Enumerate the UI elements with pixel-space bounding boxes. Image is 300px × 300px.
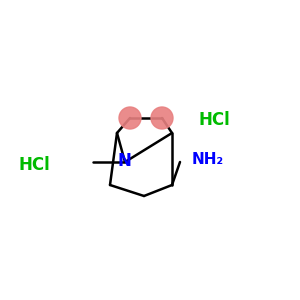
Text: NH₂: NH₂ xyxy=(192,152,224,167)
Text: HCl: HCl xyxy=(18,156,50,174)
Text: N: N xyxy=(117,152,131,170)
Text: HCl: HCl xyxy=(198,111,230,129)
Circle shape xyxy=(151,107,173,129)
Circle shape xyxy=(119,107,141,129)
